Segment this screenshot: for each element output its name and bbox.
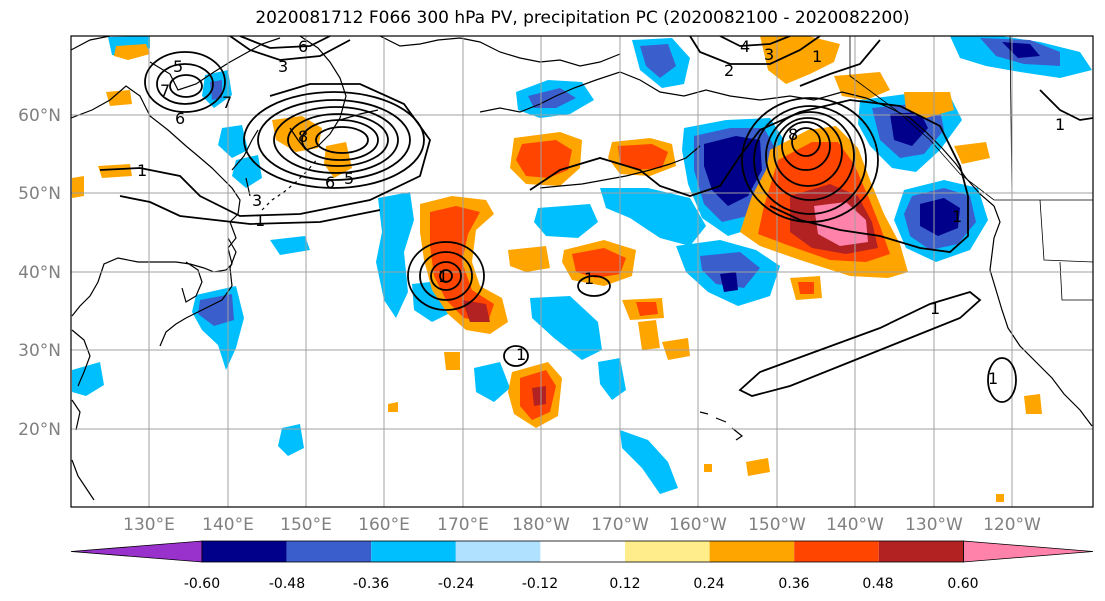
colorbar-segment [286,541,372,562]
contour-label: 6 [298,37,308,56]
lon-label: 170°E [437,515,489,535]
colorbar-segment [371,541,456,562]
boundaries [849,36,1093,301]
colorbar-tick-label: 0.48 [862,576,893,592]
colorbar-tick-label: -0.24 [438,576,474,592]
colorbar-tick-label: -0.60 [184,576,220,592]
contour-label: 2 [724,61,734,80]
contour-label: 5 [173,57,183,76]
pv-contours [99,36,1093,403]
contour-labels: 5 6 7 6 3 7 1 8 6 5 3 1 1 4 3 2 1 8 1 1 … [137,37,1065,388]
contour-label: 7 [222,93,232,112]
lon-label: 160°W [669,515,727,535]
contour-label: 3 [278,57,288,76]
colorbar-segment [455,541,541,562]
lat-label: 30°N [18,341,61,361]
lon-label: 150°W [748,515,806,535]
contour-label: 5 [344,169,354,188]
lat-label: 60°N [18,106,61,126]
lon-label: 160°E [358,515,410,535]
lon-label: 140°W [826,515,884,535]
colorbar-segment [70,540,203,563]
contour-label: 3 [252,191,262,210]
lat-label: 40°N [18,263,61,283]
lon-label: 130°W [905,515,963,535]
colorbar-segment [878,541,964,562]
colorbar-tick-label: -0.12 [522,576,558,592]
map-title: 2020081712 F066 300 hPa PV, precipitatio… [255,8,910,28]
contour-label: 6 [325,173,335,192]
contour-label: 4 [740,37,750,56]
colorbar-tick-label: 0.60 [947,576,978,592]
lon-label: 170°W [591,515,649,535]
colorbar-tick-label: -0.48 [269,576,305,592]
contour-label: 1 [438,267,448,286]
colorbar-tick-labels: -0.60 -0.48 -0.36 -0.24 -0.12 0.12 0.24 … [184,576,979,592]
lon-label: 150°E [280,515,332,535]
lat-label: 20°N [18,420,61,440]
contour-label: 1 [584,269,594,288]
contour-label: 8 [788,125,798,144]
lon-label: 120°W [983,515,1041,535]
contour-label: 1 [988,369,998,388]
colorbar [70,540,1094,563]
colorbar-tick-label: -0.36 [353,576,389,592]
latitude-labels: 60°N 50°N 40°N 30°N 20°N [18,106,61,440]
map-border [70,35,1094,508]
colorbar-tick-label: 0.36 [778,576,809,592]
lon-label: 130°E [123,515,175,535]
contour-label: 1 [137,161,147,180]
colorbar-segment [963,540,1094,563]
contour-label: 1 [516,345,526,364]
contour-label: 6 [175,109,185,128]
contour-label: 1 [930,299,940,318]
contour-label: 1 [952,207,962,226]
colorbar-segment [625,541,710,562]
contour-label: 8 [298,127,308,146]
colorbar-segment [540,541,625,562]
colorbar-segment [794,541,879,562]
longitude-labels: 130°E 140°E 150°E 160°E 170°E 180°W 170°… [123,515,1041,535]
contour-label: 1 [255,211,265,230]
coastlines [71,36,1093,501]
lon-label: 140°E [202,515,254,535]
lat-label: 50°N [18,184,61,204]
colorbar-segment [202,541,287,562]
contour-label: 1 [812,47,822,66]
contour-label: 1 [1055,115,1065,134]
colorbar-outline [201,540,964,563]
contour-label: 3 [764,45,774,64]
colorbar-segment [709,541,795,562]
contour-label: 7 [160,81,170,100]
graticule [71,36,1093,507]
colorbar-tick-label: 0.24 [693,576,724,592]
lon-label: 180°W [512,515,570,535]
colorbar-tick-label: 0.12 [609,576,640,592]
